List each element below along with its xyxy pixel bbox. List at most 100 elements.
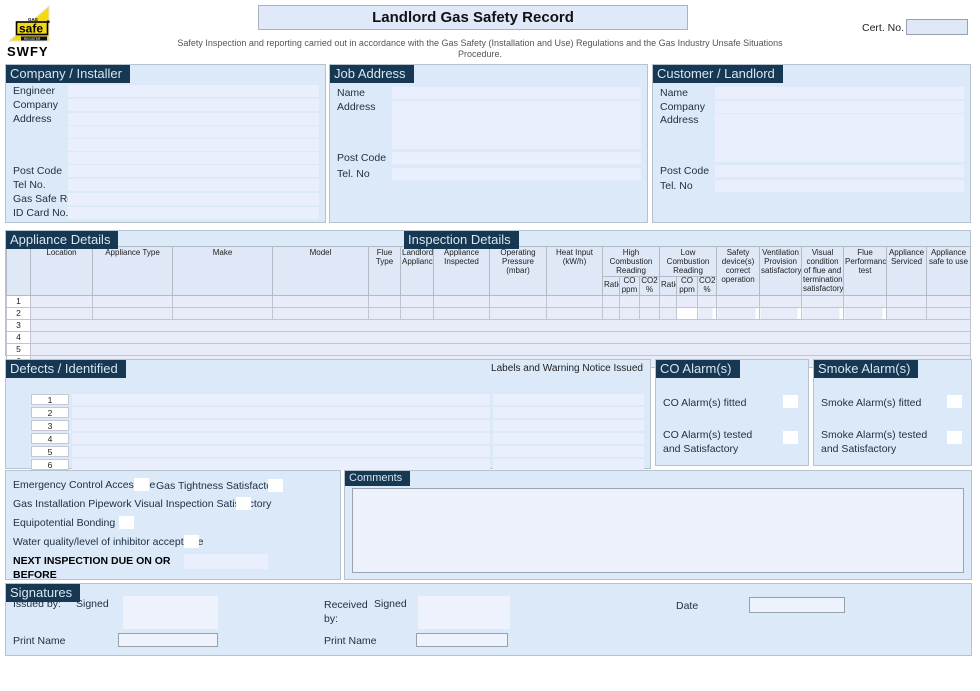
table-cell[interactable]: [273, 307, 369, 319]
table-cell[interactable]: [698, 295, 717, 307]
next-inspection-date-input[interactable]: [184, 554, 268, 569]
received-signature-box[interactable]: [418, 596, 510, 629]
table-cell[interactable]: [31, 295, 93, 307]
warning-notice-input[interactable]: [493, 459, 644, 470]
job-tel-input[interactable]: [392, 168, 641, 180]
table-cell[interactable]: [844, 307, 887, 319]
comments-textarea[interactable]: [352, 488, 964, 573]
customer-company-input[interactable]: [715, 101, 964, 113]
cert-no-input[interactable]: [906, 19, 968, 35]
gas-tightness-checkbox[interactable]: [268, 479, 283, 492]
customer-name-input[interactable]: [715, 87, 964, 99]
customer-post-code-input[interactable]: [715, 165, 964, 177]
table-cell[interactable]: [927, 307, 971, 319]
job-address-input-line[interactable]: [392, 113, 641, 125]
table-cell[interactable]: [603, 295, 620, 307]
co-tested-checkbox[interactable]: [783, 431, 798, 444]
defect-input[interactable]: [72, 407, 490, 418]
defect-input[interactable]: [72, 459, 490, 470]
table-cell[interactable]: [273, 295, 369, 307]
table-cell[interactable]: [369, 307, 401, 319]
table-cell[interactable]: [887, 295, 927, 307]
table-cell[interactable]: [844, 295, 887, 307]
job-address-input-line[interactable]: [392, 125, 641, 137]
table-cell[interactable]: [717, 307, 760, 319]
table-cell[interactable]: [640, 307, 660, 319]
customer-address-input-line[interactable]: [715, 138, 964, 150]
table-cell[interactable]: [887, 307, 927, 319]
company-address-input-line[interactable]: [68, 126, 319, 138]
id-card-input[interactable]: [68, 207, 319, 219]
signatures-panel: Signatures Issued by: Signed Print Name …: [5, 583, 972, 656]
customer-tel-input[interactable]: [715, 180, 964, 192]
table-cell[interactable]: [490, 307, 547, 319]
warning-notice-input[interactable]: [493, 433, 644, 444]
table-cell[interactable]: [677, 295, 698, 307]
date-input[interactable]: [749, 597, 845, 613]
table-cell[interactable]: [401, 307, 434, 319]
table-cell[interactable]: [603, 307, 620, 319]
job-address-input-line[interactable]: [392, 101, 641, 113]
defect-input[interactable]: [72, 446, 490, 457]
equipotential-bonding-checkbox[interactable]: [119, 516, 134, 529]
table-cell[interactable]: [698, 307, 717, 319]
company-post-code-input[interactable]: [68, 165, 319, 177]
customer-address-input-line[interactable]: [715, 114, 964, 126]
received-print-name-input[interactable]: [416, 633, 508, 647]
defect-input[interactable]: [72, 420, 490, 431]
table-cell[interactable]: [620, 307, 640, 319]
company-address-input-line[interactable]: [68, 139, 319, 151]
defect-input[interactable]: [72, 433, 490, 444]
issued-signature-box[interactable]: [123, 596, 218, 629]
customer-address-input-line[interactable]: [715, 150, 964, 162]
pipework-inspection-checkbox[interactable]: [236, 497, 251, 510]
company-address-input-line[interactable]: [68, 152, 319, 164]
table-cell[interactable]: [760, 295, 802, 307]
table-cell[interactable]: [173, 307, 273, 319]
job-address-input-line[interactable]: [392, 137, 641, 149]
table-cell[interactable]: [677, 307, 698, 319]
gas-safe-reg-input[interactable]: [68, 193, 319, 205]
smoke-fitted-checkbox[interactable]: [947, 395, 962, 408]
table-row-input[interactable]: [31, 319, 971, 331]
table-cell[interactable]: [547, 307, 603, 319]
table-cell[interactable]: [717, 295, 760, 307]
warning-notice-input[interactable]: [493, 407, 644, 418]
table-cell[interactable]: [490, 295, 547, 307]
engineer-input[interactable]: [68, 85, 319, 97]
job-post-code-input[interactable]: [392, 152, 641, 164]
warning-notice-input[interactable]: [493, 394, 644, 405]
table-cell[interactable]: [369, 295, 401, 307]
table-cell[interactable]: [173, 295, 273, 307]
customer-address-input-line[interactable]: [715, 126, 964, 138]
job-name-input[interactable]: [392, 87, 641, 99]
company-tel-input[interactable]: [68, 179, 319, 191]
issued-print-name-input[interactable]: [118, 633, 218, 647]
table-cell[interactable]: [31, 307, 93, 319]
table-cell[interactable]: [760, 307, 802, 319]
defect-input[interactable]: [72, 394, 490, 405]
emergency-control-checkbox[interactable]: [134, 478, 149, 491]
water-quality-checkbox[interactable]: [184, 535, 199, 548]
table-cell[interactable]: [434, 295, 490, 307]
table-cell[interactable]: [802, 295, 844, 307]
table-cell[interactable]: [93, 295, 173, 307]
table-cell[interactable]: [401, 295, 434, 307]
table-cell[interactable]: [640, 295, 660, 307]
warning-notice-input[interactable]: [493, 420, 644, 431]
table-row-input[interactable]: [31, 331, 971, 343]
table-cell[interactable]: [620, 295, 640, 307]
table-cell[interactable]: [660, 295, 677, 307]
table-cell[interactable]: [547, 295, 603, 307]
smoke-tested-checkbox[interactable]: [947, 431, 962, 444]
warning-notice-input[interactable]: [493, 446, 644, 457]
company-address-input-line[interactable]: [68, 113, 319, 125]
company-input[interactable]: [68, 99, 319, 111]
co-fitted-checkbox[interactable]: [783, 395, 798, 408]
table-cell[interactable]: [93, 307, 173, 319]
table-row-input[interactable]: [31, 343, 971, 355]
table-cell[interactable]: [434, 307, 490, 319]
table-cell[interactable]: [802, 307, 844, 319]
table-cell[interactable]: [927, 295, 971, 307]
table-cell[interactable]: [660, 307, 677, 319]
